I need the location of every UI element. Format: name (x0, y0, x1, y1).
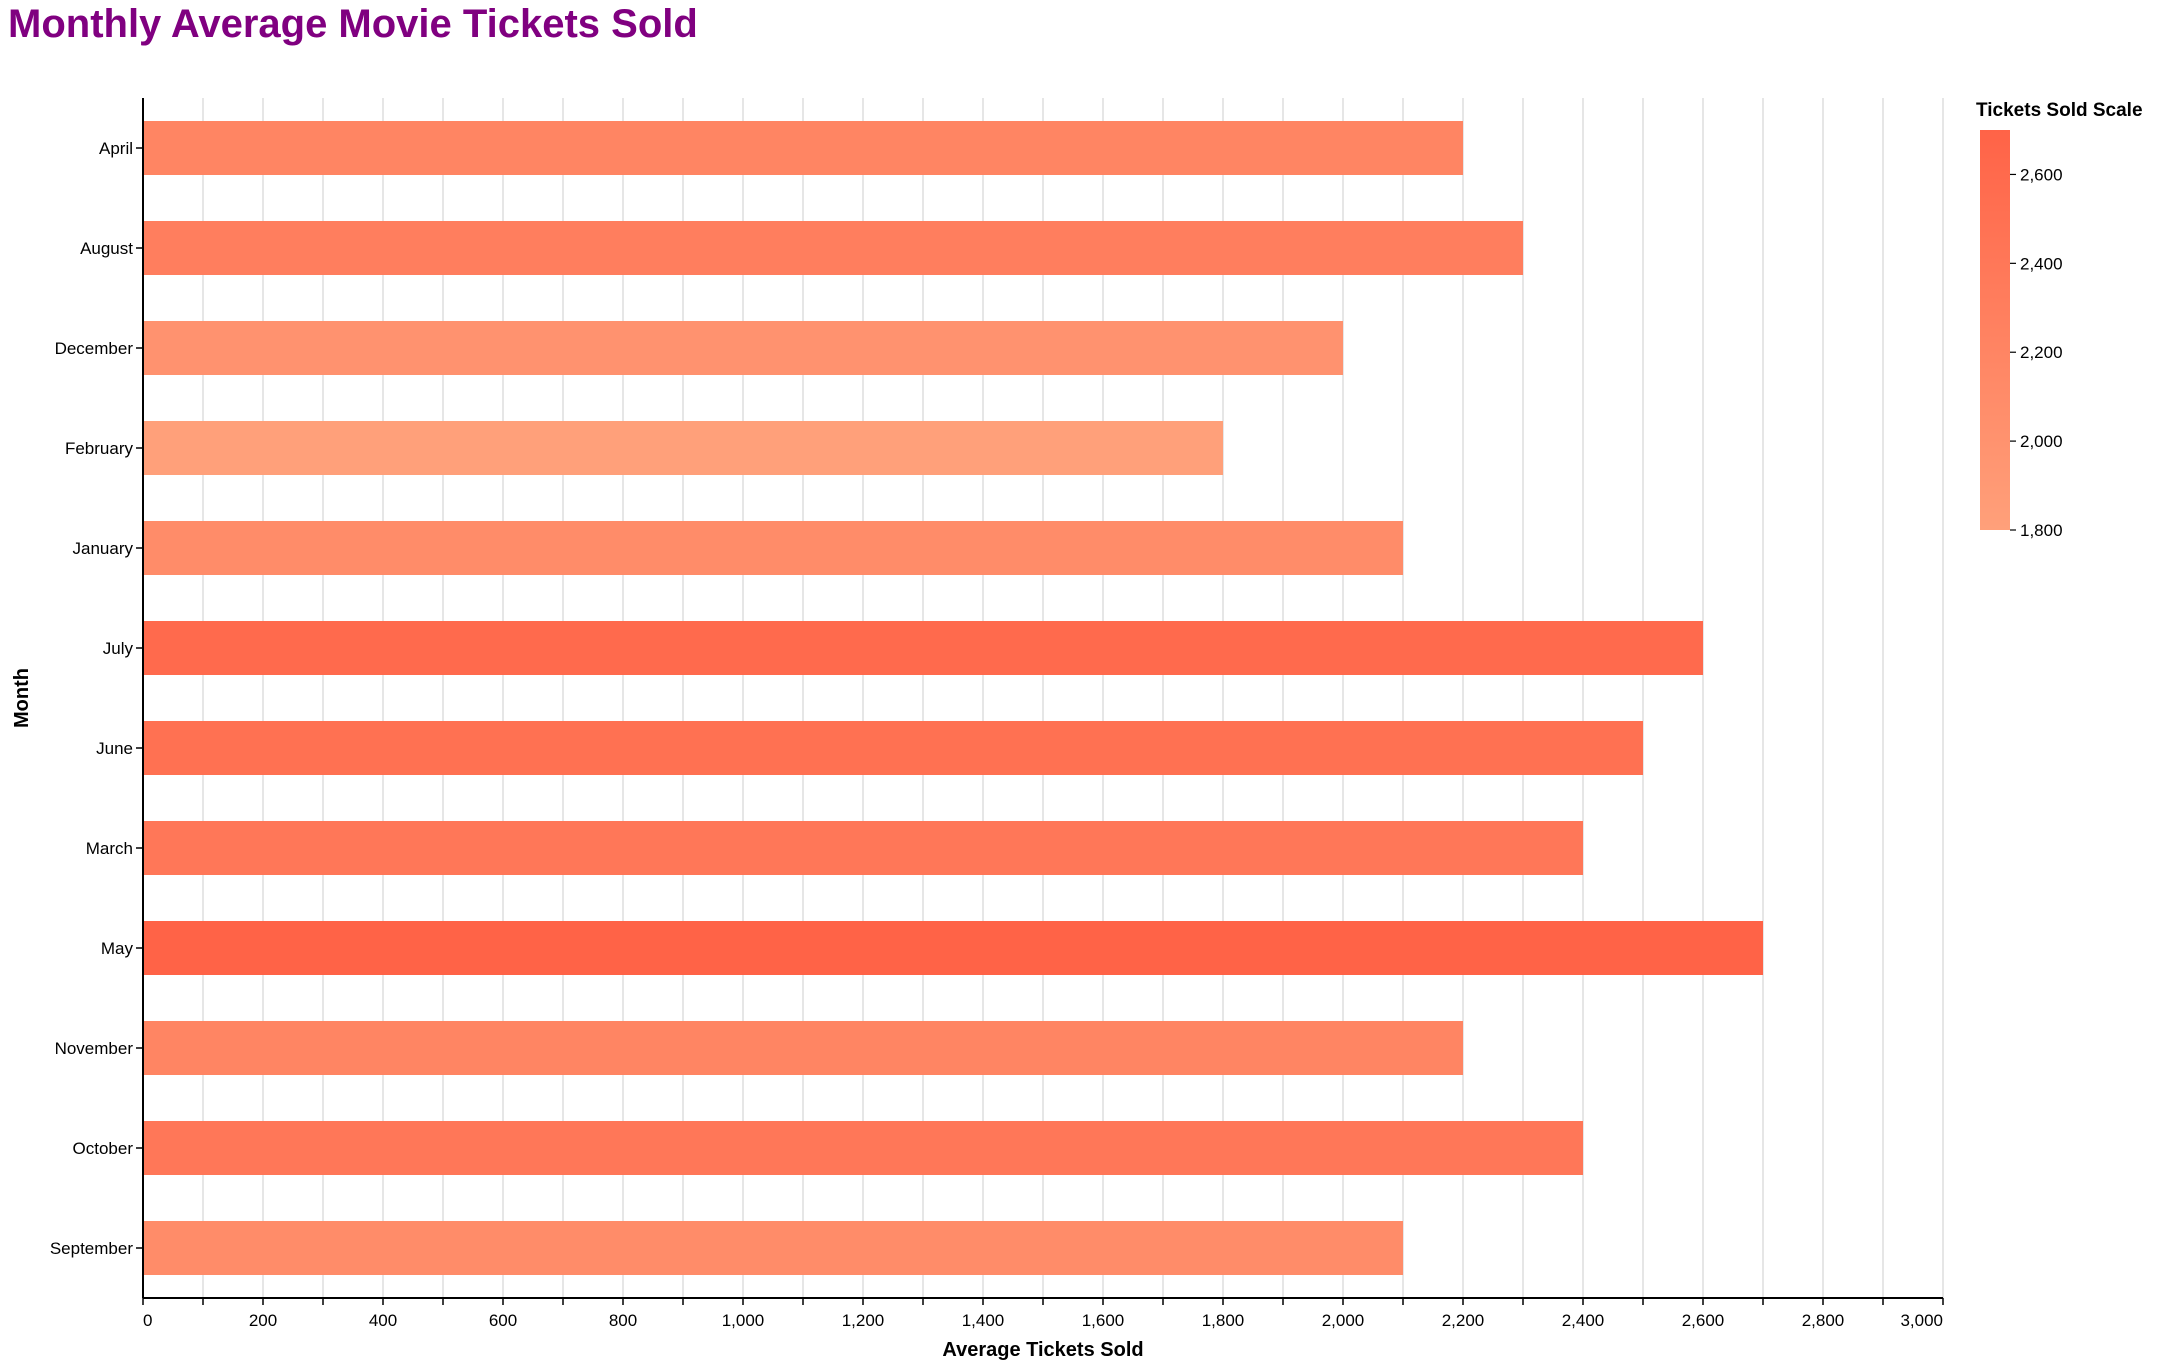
bar-june (143, 721, 1643, 775)
bar-october (143, 1121, 1583, 1175)
x-tick-label: 1,400 (962, 1311, 1005, 1330)
y-tick-label: April (99, 139, 133, 158)
y-tick-label: June (96, 739, 133, 758)
x-axis-title: Average Tickets Sold (942, 1339, 1143, 1361)
x-tick-label: 800 (609, 1311, 637, 1330)
chart-title: Monthly Average Movie Tickets Sold (8, 2, 698, 46)
legend-tick-label: 2,000 (2020, 432, 2063, 451)
legend-tick-label: 2,400 (2020, 254, 2063, 273)
x-tick-label: 2,400 (1562, 1311, 1605, 1330)
bar-september (143, 1221, 1403, 1275)
y-tick-label: May (101, 939, 134, 958)
y-tick-label: February (65, 439, 134, 458)
bar-august (143, 221, 1523, 275)
y-tick-label: October (73, 1139, 134, 1158)
bar-may (143, 921, 1763, 975)
x-tick-label: 1,000 (722, 1311, 765, 1330)
x-tick-label: 2,600 (1682, 1311, 1725, 1330)
legend-gradient (1980, 130, 2010, 530)
x-tick-label: 1,800 (1202, 1311, 1245, 1330)
x-tick-label: 3,000 (1900, 1311, 1943, 1330)
x-tick-label: 1,600 (1082, 1311, 1125, 1330)
legend-tick-label: 2,200 (2020, 343, 2063, 362)
bar-march (143, 821, 1583, 875)
x-tick-label: 400 (369, 1311, 397, 1330)
bar-december (143, 321, 1343, 375)
y-tick-label: August (80, 239, 133, 258)
x-tick-label: 2,800 (1802, 1311, 1845, 1330)
y-tick-label: January (73, 539, 134, 558)
bar-january (143, 521, 1403, 575)
x-tick-label: 200 (249, 1311, 277, 1330)
y-tick-label: March (86, 839, 133, 858)
legend-title: Tickets Sold Scale (1976, 100, 2143, 121)
legend-tick-label: 2,600 (2020, 165, 2063, 184)
x-tick-label: 1,200 (842, 1311, 885, 1330)
y-tick-label: December (55, 339, 134, 358)
bar-february (143, 421, 1223, 475)
y-axis-title: Month (11, 668, 33, 728)
x-tick-label: 2,200 (1442, 1311, 1485, 1330)
y-tick-label: September (50, 1239, 133, 1258)
y-tick-label: November (55, 1039, 134, 1058)
y-tick-label: July (103, 639, 134, 658)
x-tick-label: 0 (143, 1311, 152, 1330)
x-tick-label: 2,000 (1322, 1311, 1365, 1330)
bar-april (143, 121, 1463, 175)
bar-july (143, 621, 1703, 675)
bar-november (143, 1021, 1463, 1075)
legend-tick-label: 1,800 (2020, 521, 2063, 540)
x-tick-label: 600 (489, 1311, 517, 1330)
